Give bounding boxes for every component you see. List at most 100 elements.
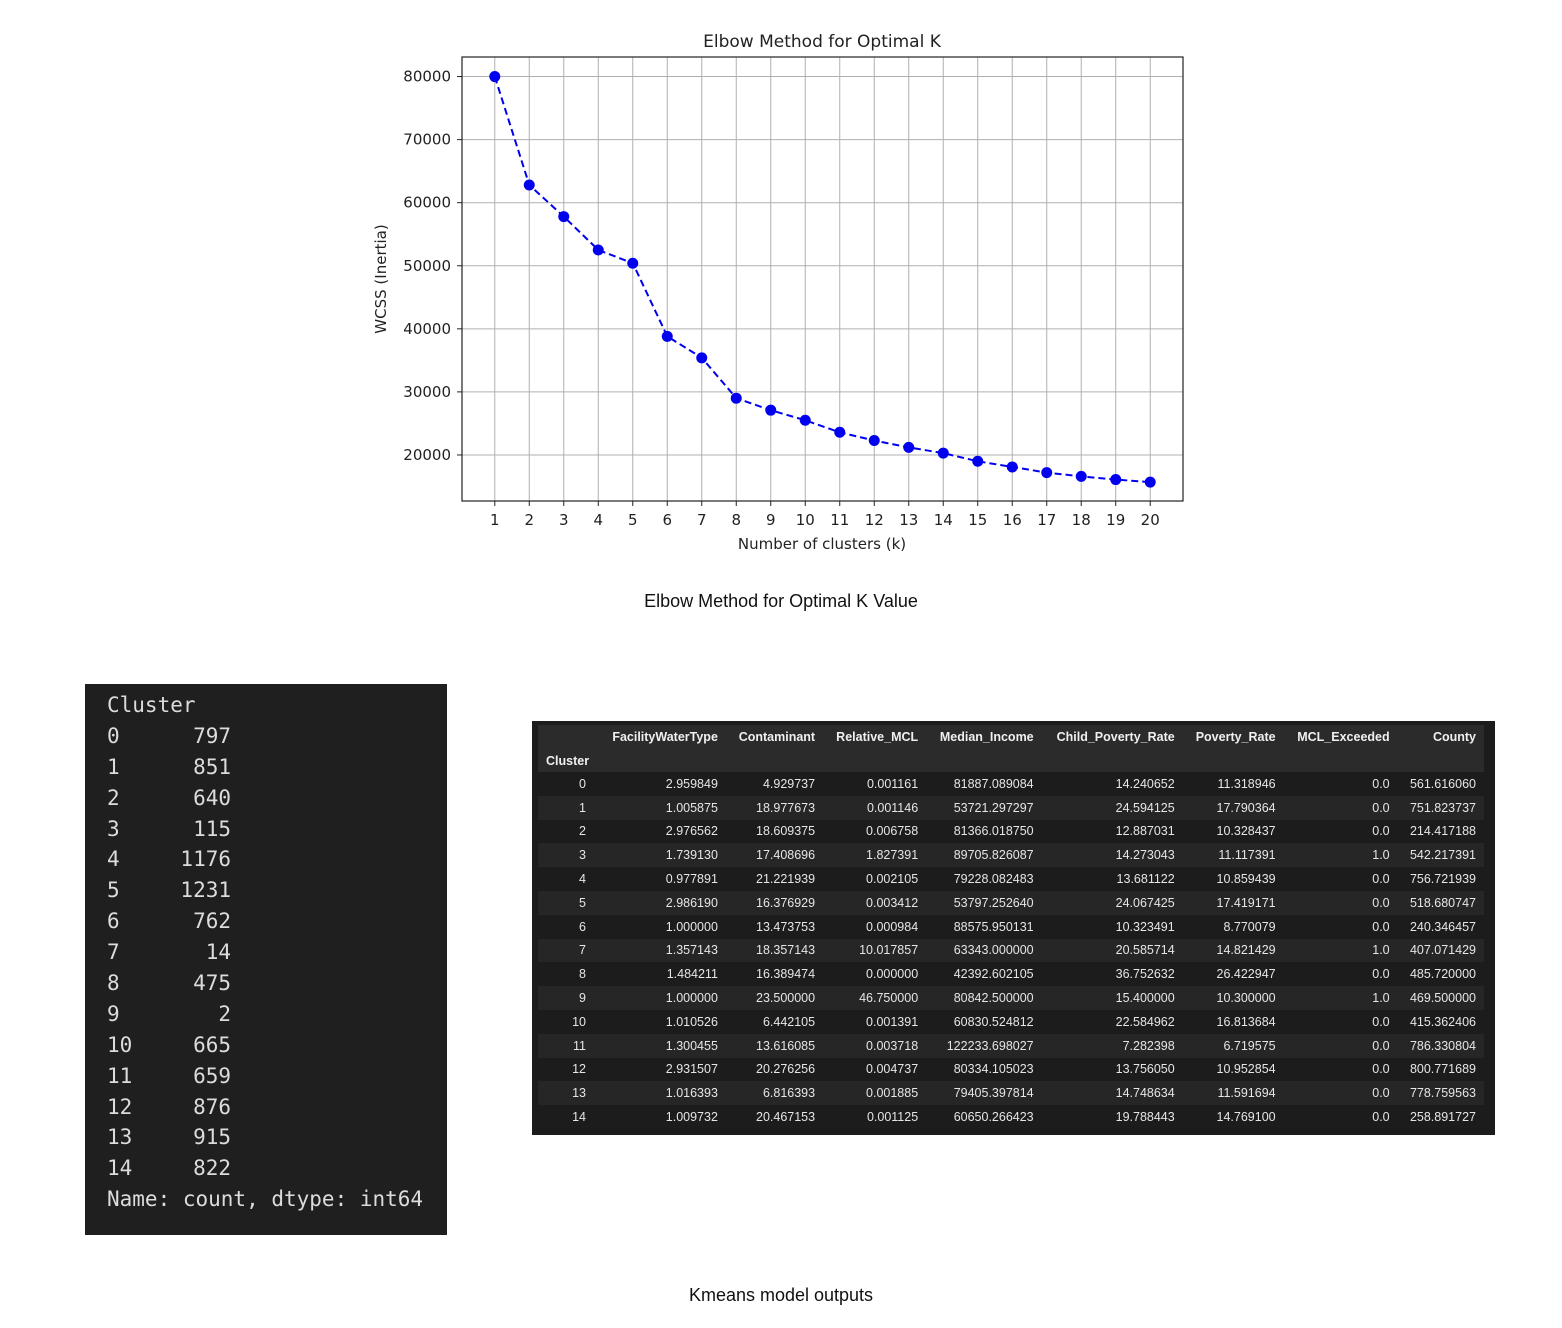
data-point bbox=[1110, 474, 1122, 486]
table-row: 8 1.484211 16.389474 0.000000 42392.602105 36… bbox=[538, 962, 1484, 987]
table-cell: 0.0 bbox=[1372, 1086, 1390, 1101]
table-cell: 0.0 bbox=[1372, 872, 1390, 887]
data-point bbox=[868, 434, 880, 446]
table-cell: 20.467153 bbox=[756, 1110, 816, 1125]
table-cell: 42392.602105 bbox=[953, 967, 1034, 982]
table-cell: 13.681122 bbox=[1116, 872, 1175, 887]
count-value: 640 bbox=[193, 785, 231, 810]
y-tick-label: 50000 bbox=[403, 257, 451, 275]
count-cluster-id: 3 bbox=[107, 816, 120, 841]
table-cell: 415.362406 bbox=[1409, 1014, 1476, 1029]
row-index-cell: 4 bbox=[579, 872, 586, 887]
data-point bbox=[799, 414, 811, 426]
table-cell: 17.790364 bbox=[1216, 800, 1276, 815]
table-cell: 14.769100 bbox=[1216, 1110, 1276, 1125]
count-row: 5 1231 bbox=[107, 875, 447, 906]
table-cell: 542.217391 bbox=[1409, 848, 1476, 863]
table-cell: 0.0 bbox=[1372, 800, 1390, 815]
table-cell: 0.001391 bbox=[866, 1014, 919, 1029]
table-cell: 0.0 bbox=[1372, 895, 1390, 910]
table-cell: 786.330804 bbox=[1409, 1038, 1476, 1053]
table-cell: 16.376929 bbox=[756, 895, 816, 910]
count-row: 13 915 bbox=[107, 1122, 447, 1153]
table-cell: 1.484211 bbox=[666, 967, 718, 982]
table-cell: 240.346457 bbox=[1409, 919, 1476, 934]
column-header: MCL_Exceeded bbox=[1283, 725, 1398, 749]
table-cell: 561.616060 bbox=[1409, 776, 1476, 791]
table-cell: 1.0 bbox=[1372, 848, 1390, 863]
table-cell: 10.017857 bbox=[859, 943, 919, 958]
count-value: 797 bbox=[193, 723, 231, 748]
data-point bbox=[937, 447, 949, 459]
table-cell: 53721.297297 bbox=[953, 800, 1034, 815]
table-cell: 1.005875 bbox=[665, 800, 718, 815]
table-row: 11 1.300455 13.616085 0.003718 122233.698027… bbox=[538, 1033, 1484, 1058]
table-cell: 0.0 bbox=[1372, 1062, 1390, 1077]
table-row: 1 1.005875 18.977673 0.001146 53721.297297 24… bbox=[538, 795, 1484, 820]
data-point bbox=[592, 244, 604, 256]
table-cell: 17.408696 bbox=[756, 848, 816, 863]
column-header: FacilityWaterType bbox=[598, 725, 726, 749]
table-row: 9 1.000000 23.500000 46.750000 80842.500000 1… bbox=[538, 986, 1484, 1010]
table-cell: 18.977673 bbox=[756, 800, 816, 815]
table-row: 10 1.010526 6.442105 0.001391 60830.524812 22… bbox=[538, 1009, 1484, 1034]
row-index-cell: 11 bbox=[573, 1038, 586, 1053]
row-index-cell: 9 bbox=[579, 991, 586, 1006]
table-cell: 18.357143 bbox=[756, 943, 816, 958]
data-point bbox=[834, 426, 846, 438]
count-rows: 0 797 1 851 2 640 3 115 4 1176 5 1231 6 762 7 14 8 475 9 2 1… bbox=[107, 721, 447, 1184]
count-value: 1176 bbox=[180, 847, 231, 872]
table-cell: 14.240652 bbox=[1115, 776, 1175, 791]
table-cell: 0.000000 bbox=[866, 967, 919, 982]
index-row-spacer bbox=[1041, 749, 1183, 772]
x-tick-label: 14 bbox=[934, 511, 953, 529]
data-point bbox=[1144, 476, 1156, 488]
count-row: 4 1176 bbox=[107, 844, 447, 875]
count-value: 851 bbox=[193, 754, 231, 779]
table-row: 6 1.000000 13.473753 0.000984 88575.950131 10… bbox=[538, 914, 1484, 939]
table-cell: 26.422947 bbox=[1216, 967, 1276, 982]
table-cell: 407.071429 bbox=[1409, 943, 1476, 958]
table-cell: 24.067425 bbox=[1115, 895, 1175, 910]
count-cluster-id: 8 bbox=[107, 971, 120, 996]
table-cell: 0.001146 bbox=[866, 800, 919, 815]
table-cell: 63343.000000 bbox=[953, 943, 1034, 958]
table-cell: 0.0 bbox=[1372, 824, 1390, 839]
table-cell: 778.759563 bbox=[1409, 1086, 1476, 1101]
table-cell: 1.009732 bbox=[665, 1110, 718, 1125]
table-cell: 23.500000 bbox=[756, 991, 816, 1006]
count-value: 762 bbox=[193, 909, 231, 934]
table-cell: 1.300455 bbox=[665, 1038, 718, 1053]
count-cluster-id: 9 bbox=[107, 1001, 120, 1026]
table-cell: 22.584962 bbox=[1115, 1014, 1175, 1029]
table-cell: 0.001125 bbox=[866, 1110, 919, 1125]
index-row-spacer bbox=[598, 749, 726, 772]
count-value: 915 bbox=[193, 1125, 231, 1150]
table-cell: 214.417188 bbox=[1409, 824, 1476, 839]
table-cell: 0.001161 bbox=[866, 776, 919, 791]
data-point bbox=[765, 404, 777, 416]
count-cluster-id: 14 bbox=[107, 1156, 133, 1181]
outputs-caption: Kmeans model outputs bbox=[688, 1285, 874, 1305]
table-cell: 4.929737 bbox=[762, 776, 816, 791]
cluster-means-table: FacilityWaterType Contaminant Relative_MCL… bbox=[538, 725, 1484, 1129]
count-value: 665 bbox=[193, 1032, 231, 1057]
y-tick-label: 70000 bbox=[403, 131, 451, 149]
table-body: 0 2.959849 4.929737 0.001161 81887.089084 14.… bbox=[538, 772, 1484, 1129]
table-cell: 20.585714 bbox=[1115, 943, 1175, 958]
table-cell: 60830.524812 bbox=[953, 1014, 1034, 1029]
x-tick-label: 1 bbox=[490, 511, 500, 529]
cluster-means-table-panel: FacilityWaterType Contaminant Relative_MCL… bbox=[532, 721, 1495, 1135]
table-row: 5 2.986190 16.376929 0.003412 53797.252640 24… bbox=[538, 890, 1484, 915]
table-cell: 10.323491 bbox=[1115, 919, 1175, 934]
x-tick-label: 2 bbox=[524, 511, 534, 529]
count-value: 822 bbox=[193, 1156, 231, 1181]
table-cell: 60650.266423 bbox=[953, 1110, 1034, 1125]
table-cell: 36.752632 bbox=[1115, 967, 1175, 982]
data-point bbox=[558, 211, 570, 223]
count-value: 2 bbox=[218, 1001, 231, 1026]
count-cluster-id: 13 bbox=[107, 1125, 133, 1150]
table-cell: 0.0 bbox=[1372, 776, 1390, 791]
data-point bbox=[1006, 461, 1018, 473]
count-row: 7 14 bbox=[107, 937, 447, 968]
